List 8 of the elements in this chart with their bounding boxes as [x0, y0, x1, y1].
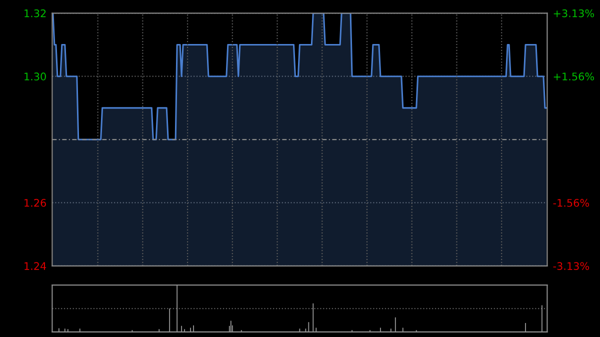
y2-tick-label: +3.13%	[554, 9, 594, 18]
y-tick-label: 1.26	[24, 198, 46, 207]
y-tick-label: 1.32	[24, 9, 46, 18]
y-tick-label: 1.24	[24, 262, 46, 270]
y2-tick-label: -1.56%	[553, 198, 590, 207]
y-tick-label: 1.30	[24, 72, 46, 80]
y2-tick-label: -3.13%	[553, 262, 590, 270]
y2-tick-label: +1.56%	[554, 72, 594, 80]
